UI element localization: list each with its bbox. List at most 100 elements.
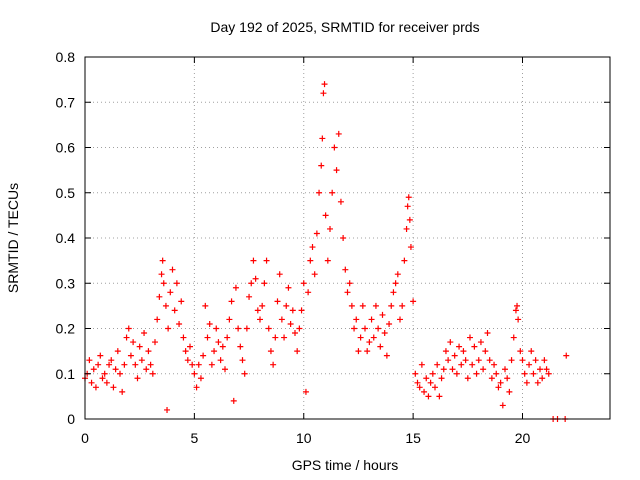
data-point: [136, 343, 143, 350]
data-point: [451, 352, 458, 359]
data-point: [272, 334, 279, 341]
data-point: [523, 379, 530, 386]
data-point: [167, 289, 174, 296]
y-tick-label: 0.8: [56, 49, 76, 65]
data-point: [458, 361, 465, 368]
data-point: [537, 366, 543, 373]
x-tick-label: 10: [296, 430, 312, 446]
data-point: [445, 357, 452, 364]
data-point: [471, 343, 478, 350]
data-point: [278, 316, 285, 323]
data-point: [226, 316, 233, 323]
data-point: [302, 388, 309, 395]
data-point: [543, 366, 550, 373]
data-point: [305, 289, 312, 296]
data-point: [206, 320, 213, 327]
y-tick-label: 0.4: [56, 230, 76, 246]
data-point: [103, 379, 110, 386]
data-point: [318, 162, 325, 169]
data-point: [370, 334, 377, 341]
data-point: [298, 307, 305, 314]
data-point: [375, 325, 382, 332]
data-point: [241, 370, 248, 377]
data-point: [357, 334, 364, 341]
data-point: [193, 384, 200, 391]
data-point: [545, 370, 552, 377]
data-point: [127, 352, 134, 359]
data-point: [132, 361, 139, 368]
data-point: [484, 330, 491, 337]
data-point: [117, 370, 123, 377]
data-point: [355, 348, 362, 355]
data-point: [403, 225, 410, 232]
data-point: [438, 375, 445, 382]
data-points: [82, 81, 570, 422]
data-point: [114, 348, 121, 355]
data-point: [423, 375, 430, 382]
data-point: [202, 302, 209, 309]
data-point: [421, 388, 428, 395]
data-point: [436, 393, 443, 400]
data-point: [217, 357, 224, 364]
data-point: [316, 189, 323, 196]
data-point: [86, 357, 93, 364]
data-point: [152, 339, 158, 346]
data-point: [125, 325, 132, 332]
data-point: [401, 257, 408, 264]
data-point: [493, 370, 500, 377]
data-point: [243, 325, 250, 332]
data-point: [449, 366, 456, 373]
data-point: [495, 384, 502, 391]
data-point: [149, 370, 156, 377]
data-point: [351, 325, 358, 332]
data-point: [331, 144, 338, 151]
y-tick-label: 0.3: [56, 275, 76, 291]
data-point: [246, 293, 253, 300]
y-tick-label: 0.5: [56, 185, 76, 201]
data-point: [307, 257, 314, 264]
data-point: [274, 298, 281, 305]
data-point: [204, 334, 211, 341]
chart-title: Day 192 of 2025, SRMTID for receiver prd…: [210, 19, 479, 35]
data-point: [514, 302, 521, 309]
data-point: [412, 370, 419, 377]
data-point: [342, 266, 349, 273]
data-point: [362, 325, 368, 332]
data-point: [383, 352, 390, 359]
data-point: [475, 357, 482, 364]
axis-ticks: 0 0.1 0.2 0.3 0.4 0.5 0.6 0.7 0.8 0 5 10 15 20: [56, 49, 610, 446]
data-point: [432, 384, 438, 391]
data-point: [390, 289, 397, 296]
data-point: [138, 357, 145, 364]
data-point: [464, 375, 471, 382]
data-point: [329, 189, 336, 196]
data-point: [270, 361, 277, 368]
data-point: [263, 257, 270, 264]
data-point: [416, 384, 423, 391]
data-point: [311, 271, 318, 278]
data-point: [154, 316, 161, 323]
data-point: [381, 330, 388, 337]
data-point: [425, 393, 432, 400]
data-point: [348, 302, 355, 309]
data-point: [296, 325, 303, 332]
data-point: [259, 302, 266, 309]
data-point: [337, 198, 344, 205]
data-point: [292, 330, 298, 337]
y-tick-label: 0.7: [56, 94, 76, 110]
data-point: [467, 334, 473, 341]
data-point: [327, 225, 333, 232]
data-point: [510, 334, 517, 341]
data-point: [162, 302, 169, 309]
data-point: [324, 257, 331, 264]
data-point: [184, 357, 191, 364]
data-point: [141, 330, 148, 337]
data-point: [213, 325, 220, 332]
data-point: [333, 167, 340, 174]
data-point: [143, 366, 150, 373]
y-tick-label: 0.1: [56, 366, 76, 382]
data-point: [399, 302, 406, 309]
data-point: [224, 334, 231, 341]
